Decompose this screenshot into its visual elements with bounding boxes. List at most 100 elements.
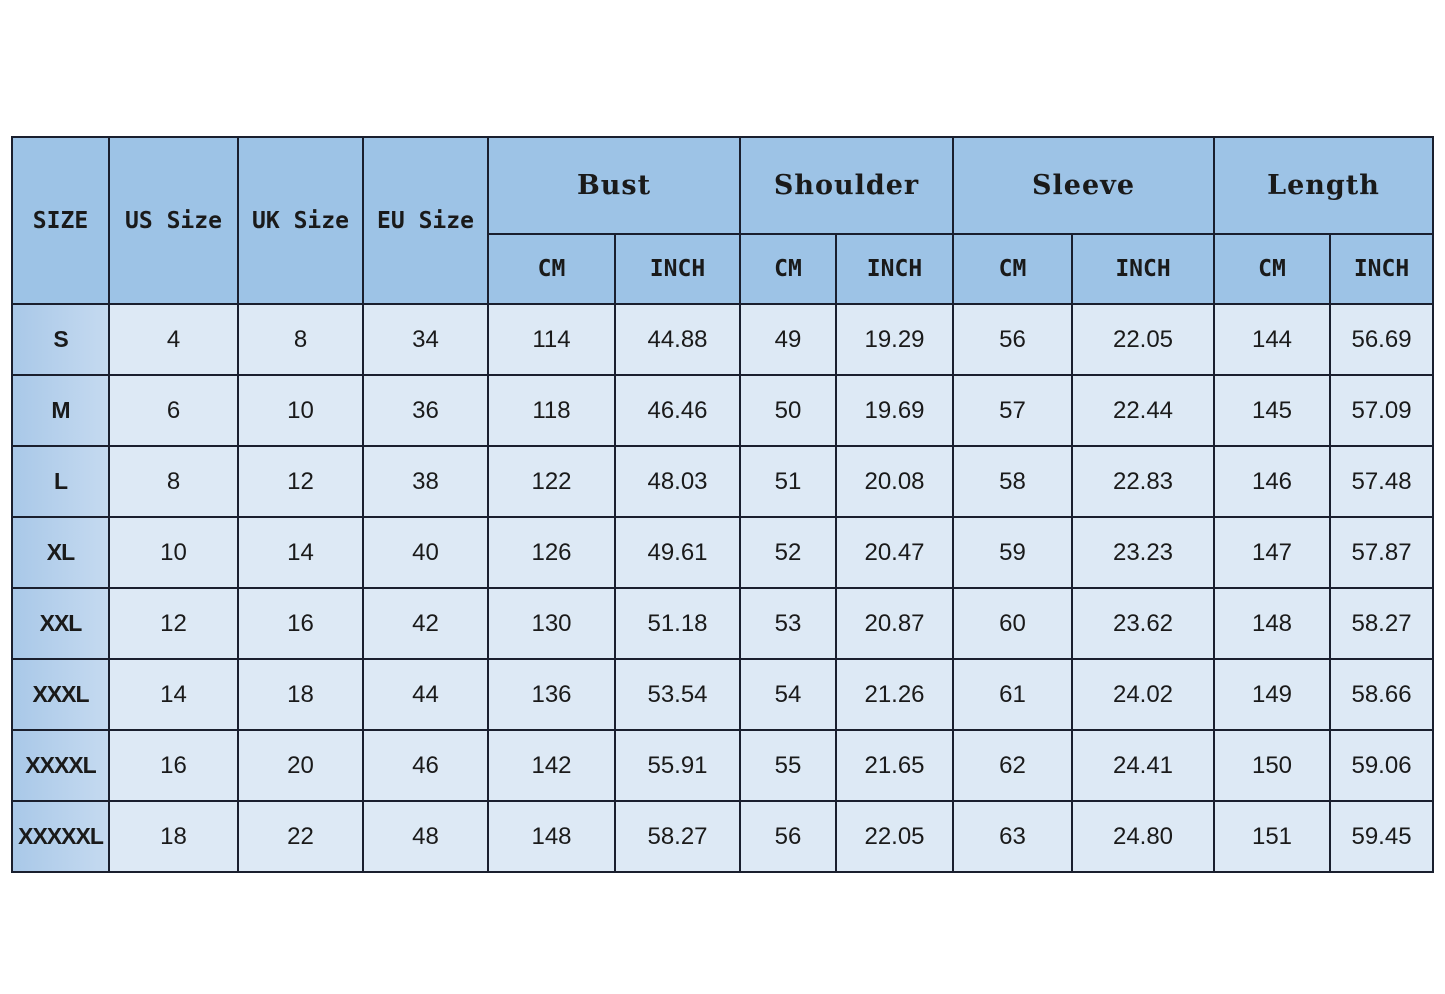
table-cell: 24.02: [1070, 658, 1216, 731]
table-cell: 61: [952, 658, 1073, 731]
header-unit-inch: INCH: [614, 233, 741, 305]
table-cell: 20.08: [835, 445, 954, 518]
table-cell: 136: [487, 658, 616, 731]
table-cell: 22.44: [1070, 374, 1216, 447]
header-unit-cm: CM: [1213, 233, 1332, 305]
table-cell: 46: [362, 729, 489, 802]
table-row: XXXXXL 18 22 48 148 58.27 56 22.05 63 24.80 151 59.…: [11, 800, 1435, 873]
table-cell: 58.66: [1329, 658, 1435, 731]
table-cell: 56.69: [1329, 303, 1435, 376]
table-cell: 12: [108, 587, 239, 660]
table-cell: 36: [362, 374, 489, 447]
table-row: XL 10 14 40 126 49.61 52 20.47 59 23.23 147 57.87: [11, 516, 1435, 589]
table-cell: 12: [237, 445, 364, 518]
header-unit-cm: CM: [487, 233, 616, 305]
table-cell: 49.61: [614, 516, 741, 589]
table-cell: 22.83: [1070, 445, 1216, 518]
header-size: SIZE: [11, 136, 110, 305]
header-unit-inch: INCH: [1329, 233, 1435, 305]
table-cell: 149: [1213, 658, 1332, 731]
header-unit-cm: CM: [952, 233, 1073, 305]
table-cell: 150: [1213, 729, 1332, 802]
table-cell: 38: [362, 445, 489, 518]
header-unit-inch: INCH: [835, 233, 954, 305]
table-row: L 8 12 38 122 48.03 51 20.08 58 22.83 146 57.48: [11, 445, 1435, 518]
table-cell: 20.47: [835, 516, 954, 589]
table-cell: 24.80: [1070, 800, 1216, 873]
table-cell: 59.45: [1329, 800, 1435, 873]
table-cell: 18: [108, 800, 239, 873]
table-row: S 4 8 34 114 44.88 49 19.29 56 22.05 144 56.69: [11, 303, 1435, 376]
table-cell: 6: [108, 374, 239, 447]
table-cell: 40: [362, 516, 489, 589]
table-cell: 147: [1213, 516, 1332, 589]
table-body: S 4 8 34 114 44.88 49 19.29 56 22.05 144 56.69 M 6 10 3…: [11, 303, 1435, 873]
table-cell: 19.29: [835, 303, 954, 376]
table-cell: 145: [1213, 374, 1332, 447]
table-cell: 50: [739, 374, 837, 447]
table-cell: 48: [362, 800, 489, 873]
header-us-size: US Size: [108, 136, 239, 305]
size-label: XXL: [11, 587, 110, 660]
unit-row: CM INCH CM INCH CM INCH CM INCH: [12, 233, 1435, 305]
header-bust: Bust: [487, 136, 741, 235]
table-cell: 59: [952, 516, 1073, 589]
table-cell: 57.48: [1329, 445, 1435, 518]
size-label: L: [11, 445, 110, 518]
table-row: XXXXL 16 20 46 142 55.91 55 21.65 62 24.41 150 59.0…: [11, 729, 1435, 802]
header-eu-size: EU Size: [362, 136, 489, 305]
size-label: XXXL: [11, 658, 110, 731]
table-cell: 58.27: [614, 800, 741, 873]
header-row: SIZE US Size UK Size EU Size Bust Should…: [11, 136, 1435, 305]
size-label: XL: [11, 516, 110, 589]
table-cell: 144: [1213, 303, 1332, 376]
table-cell: 118: [487, 374, 616, 447]
table-cell: 151: [1213, 800, 1332, 873]
table-cell: 8: [237, 303, 364, 376]
table-cell: 10: [108, 516, 239, 589]
table-cell: 14: [108, 658, 239, 731]
table-cell: 22: [237, 800, 364, 873]
table-cell: 148: [1213, 587, 1332, 660]
size-label: XXXXL: [11, 729, 110, 802]
table-cell: 10: [237, 374, 364, 447]
table-cell: 23.62: [1070, 587, 1216, 660]
table-cell: 62: [952, 729, 1073, 802]
table-cell: 55.91: [614, 729, 741, 802]
table-cell: 114: [487, 303, 616, 376]
table-cell: 55: [739, 729, 837, 802]
table-cell: 20: [237, 729, 364, 802]
table-cell: 59.06: [1329, 729, 1435, 802]
table-cell: 51.18: [614, 587, 741, 660]
header-sleeve: Sleeve: [951, 136, 1216, 235]
table-cell: 130: [487, 587, 616, 660]
table-cell: 20.87: [835, 587, 954, 660]
table-cell: 22.05: [835, 800, 954, 873]
table-cell: 57: [952, 374, 1073, 447]
table-cell: 146: [1213, 445, 1332, 518]
size-label: M: [11, 374, 110, 447]
table-cell: 23.23: [1070, 516, 1216, 589]
table-cell: 19.69: [835, 374, 954, 447]
table-cell: 42: [362, 587, 489, 660]
table-cell: 54: [739, 658, 837, 731]
table-cell: 56: [739, 800, 837, 873]
table-cell: 44: [362, 658, 489, 731]
table-cell: 46.46: [614, 374, 741, 447]
header-unit-inch: INCH: [1070, 233, 1216, 305]
table-cell: 51: [739, 445, 837, 518]
header-uk-size: UK Size: [237, 136, 364, 305]
table-cell: 60: [952, 587, 1073, 660]
table-cell: 126: [487, 516, 616, 589]
table-cell: 142: [487, 729, 616, 802]
table-cell: 48.03: [614, 445, 741, 518]
table-cell: 56: [952, 303, 1073, 376]
table-cell: 14: [237, 516, 364, 589]
table-cell: 18: [237, 658, 364, 731]
table-cell: 16: [108, 729, 239, 802]
table-cell: 49: [739, 303, 837, 376]
table-cell: 53.54: [614, 658, 741, 731]
table-cell: 57.87: [1329, 516, 1435, 589]
header-unit-cm: CM: [739, 233, 837, 305]
table-cell: 58.27: [1329, 587, 1435, 660]
